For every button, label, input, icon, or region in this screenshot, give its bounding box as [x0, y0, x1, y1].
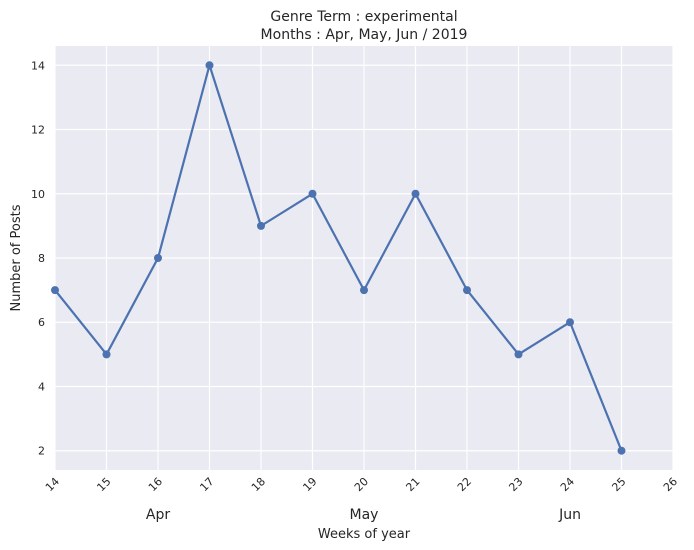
- x-tick-label: 17: [197, 475, 216, 494]
- grid-lines: [54, 46, 674, 470]
- month-label: Jun: [558, 507, 581, 523]
- data-point: [205, 61, 214, 70]
- series-line: [54, 64, 623, 452]
- data-point: [51, 286, 59, 295]
- y-tick-label: 10: [31, 188, 45, 201]
- data-point: [463, 286, 471, 295]
- x-tick-label: 14: [43, 475, 62, 494]
- data-point: [154, 254, 162, 262]
- x-tick-label: 23: [506, 475, 525, 494]
- x-tick-label: 22: [455, 475, 474, 494]
- x-tick-label: 16: [146, 475, 165, 494]
- data-point: [102, 350, 111, 359]
- month-label: May: [350, 507, 379, 523]
- x-tick-label: 26: [661, 475, 680, 494]
- month-labels: Apr May Jun: [146, 507, 581, 523]
- y-tick-label: 2: [38, 445, 45, 458]
- data-point: [257, 221, 265, 230]
- y-tick-label: 8: [38, 252, 45, 265]
- y-tick-label: 14: [31, 59, 45, 72]
- y-axis-label: Number of Posts: [9, 204, 24, 311]
- x-tick-label: 18: [249, 475, 268, 494]
- x-axis-label: Weeks of year: [318, 527, 411, 542]
- chart-subtitle: Months : Apr, May, Jun / 2019: [261, 27, 468, 43]
- x-tick-label: 21: [403, 475, 422, 494]
- data-point: [360, 286, 368, 295]
- data-point: [566, 318, 574, 327]
- data-point: [617, 446, 626, 455]
- y-tick-label: 4: [38, 380, 45, 393]
- data-point: [411, 189, 420, 198]
- x-tick-label: 24: [558, 475, 577, 494]
- x-tick-label: 25: [609, 475, 628, 494]
- x-tick-label: 15: [94, 475, 113, 494]
- series-layer: [51, 61, 626, 455]
- data-point: [308, 189, 317, 198]
- y-tick-labels: 2 4 6 8 10 12 14: [31, 59, 45, 457]
- x-tick-label: 20: [352, 475, 371, 494]
- y-tick-label: 12: [31, 124, 45, 137]
- chart-title: Genre Term : experimental: [270, 9, 457, 25]
- data-point: [514, 350, 523, 359]
- y-tick-label: 6: [38, 316, 45, 329]
- month-label: Apr: [146, 507, 170, 523]
- x-tick-label: 19: [300, 475, 319, 494]
- x-tick-labels: 14 15 16 17 18 19 20 21 22 23 24 25 26: [43, 475, 680, 494]
